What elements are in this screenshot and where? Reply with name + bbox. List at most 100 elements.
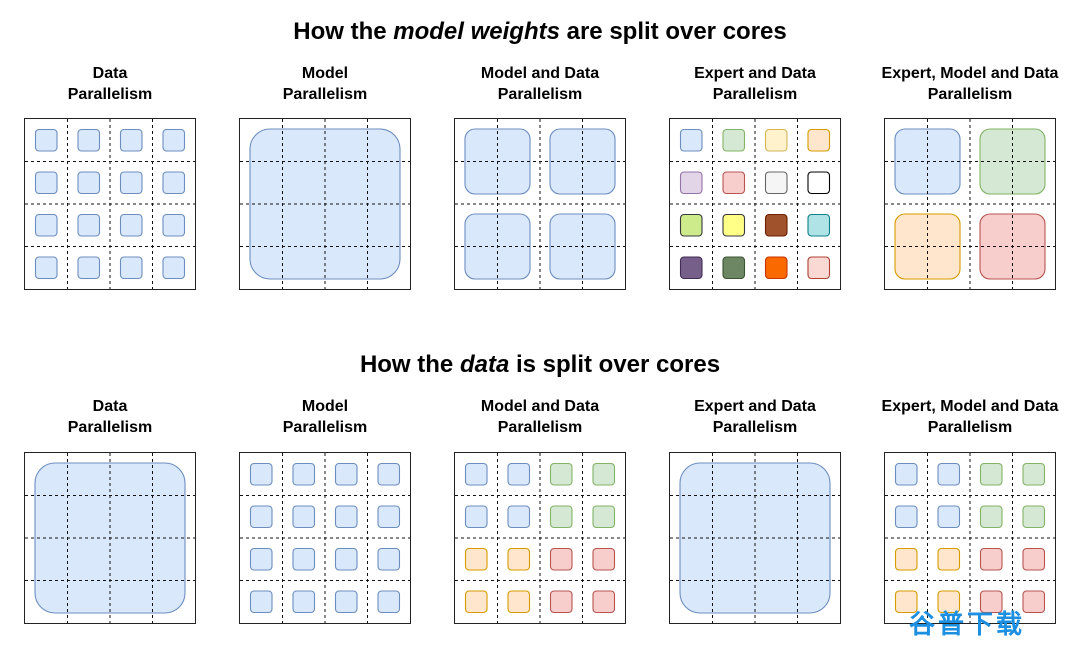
panel-label: Expert and Data Parallelism [655, 397, 855, 438]
panel-label-line-1: Data [92, 65, 128, 82]
panel-label-line-2: Parallelism [927, 85, 1013, 103]
shard-block [764, 213, 788, 237]
watermark-logo: 谷普下载 [908, 610, 1025, 640]
shard-block [377, 547, 401, 571]
shard-block [679, 171, 703, 195]
core-grid [239, 452, 411, 624]
core-grid [884, 452, 1056, 624]
shard-block [592, 505, 616, 529]
shard-block [249, 547, 273, 571]
core-grid [884, 118, 1056, 290]
title-data-emphasis: data [459, 351, 510, 378]
shard-block [722, 128, 746, 152]
core-grid-drawing [455, 119, 625, 289]
panel-label-line-2: Parallelism [497, 85, 583, 103]
shard-block [507, 505, 531, 529]
panel-label: Expert, Model and Data Parallelism [870, 64, 1070, 105]
shard-block [119, 213, 143, 237]
shard-block [464, 590, 488, 614]
core-grid-drawing [885, 119, 1055, 289]
panel-label-line-2: Parallelism [497, 418, 583, 436]
panel-label-line-1: Model [301, 65, 349, 82]
shard-block [507, 462, 531, 486]
shard-block [679, 128, 703, 152]
panel-label: Expert, Model and Data Parallelism [870, 397, 1070, 438]
shard-block [464, 547, 488, 571]
shard-block [162, 213, 186, 237]
shard-block [722, 171, 746, 195]
shard-block [937, 590, 961, 614]
shard-block [507, 590, 531, 614]
shard-block [119, 256, 143, 280]
shard-block [377, 462, 401, 486]
panel-label-line-2: Parallelism [927, 418, 1013, 436]
shard-block [34, 171, 58, 195]
panel-label-line-2: Parallelism [67, 85, 153, 103]
shard-block [119, 171, 143, 195]
core-grid-drawing [25, 119, 195, 289]
panel-label: Data Parallelism [10, 64, 210, 105]
shard-block [549, 590, 573, 614]
shard-block [679, 256, 703, 280]
shard-block [162, 128, 186, 152]
shard-block [1022, 505, 1046, 529]
panel-label: Model and Data Parallelism [440, 397, 640, 438]
shard-block [334, 590, 358, 614]
shard-block [1022, 547, 1046, 571]
shard-block [937, 462, 961, 486]
shard-block [894, 547, 918, 571]
core-grid-drawing [455, 453, 625, 623]
shard-block [292, 590, 316, 614]
shard-block [34, 256, 58, 280]
shard-block [807, 213, 831, 237]
shard-block [979, 590, 1003, 614]
core-grid-drawing [670, 119, 840, 289]
section-title-weights: How the model weights are split over cor… [0, 18, 1080, 46]
shard-block [807, 256, 831, 280]
shard-block [722, 213, 746, 237]
shard-block [292, 547, 316, 571]
shard-block [162, 171, 186, 195]
shard-block [764, 256, 788, 280]
title-weights-emphasis: model weights [393, 18, 560, 45]
shard-block [937, 547, 961, 571]
shard-block [119, 128, 143, 152]
shard-block [1022, 462, 1046, 486]
shard-block [377, 505, 401, 529]
core-grid-drawing [240, 119, 410, 289]
panel-label: Model and Data Parallelism [440, 64, 640, 105]
section-title-data: How the data is split over cores [0, 351, 1080, 379]
shard-block [1022, 590, 1046, 614]
shard-block [979, 505, 1003, 529]
panel-label-line-1: Data [92, 398, 128, 415]
panel-label-line-1: Expert and Data [694, 65, 816, 82]
shard-block [77, 171, 101, 195]
shard-block [894, 505, 918, 529]
panel-label-line-2: Parallelism [67, 418, 153, 436]
panel-label: Model Parallelism [225, 64, 425, 105]
core-grid [454, 118, 626, 290]
panel-label-line-2: Parallelism [282, 418, 368, 436]
shard-block [292, 462, 316, 486]
core-grid [24, 452, 196, 624]
panel-label: Model Parallelism [225, 397, 425, 438]
shard-block [679, 213, 703, 237]
shard-block [764, 128, 788, 152]
shard-block [722, 256, 746, 280]
core-grid [24, 118, 196, 290]
shard-block [77, 128, 101, 152]
title-data-part-1: How the [359, 351, 460, 378]
panel-label-line-1: Expert and Data [694, 398, 816, 415]
core-grid [669, 118, 841, 290]
shard-block [334, 462, 358, 486]
core-grid-drawing [25, 453, 195, 623]
shard-block [894, 462, 918, 486]
shard-block [334, 547, 358, 571]
shard-block [764, 171, 788, 195]
shard-block [34, 128, 58, 152]
title-weights-part-1: How the [293, 18, 394, 45]
panel-label-line-1: Expert, Model and Data [881, 398, 1059, 415]
panel-label: Expert and Data Parallelism [655, 64, 855, 105]
shard-block [592, 590, 616, 614]
panel-label-line-1: Model and Data [480, 65, 600, 82]
